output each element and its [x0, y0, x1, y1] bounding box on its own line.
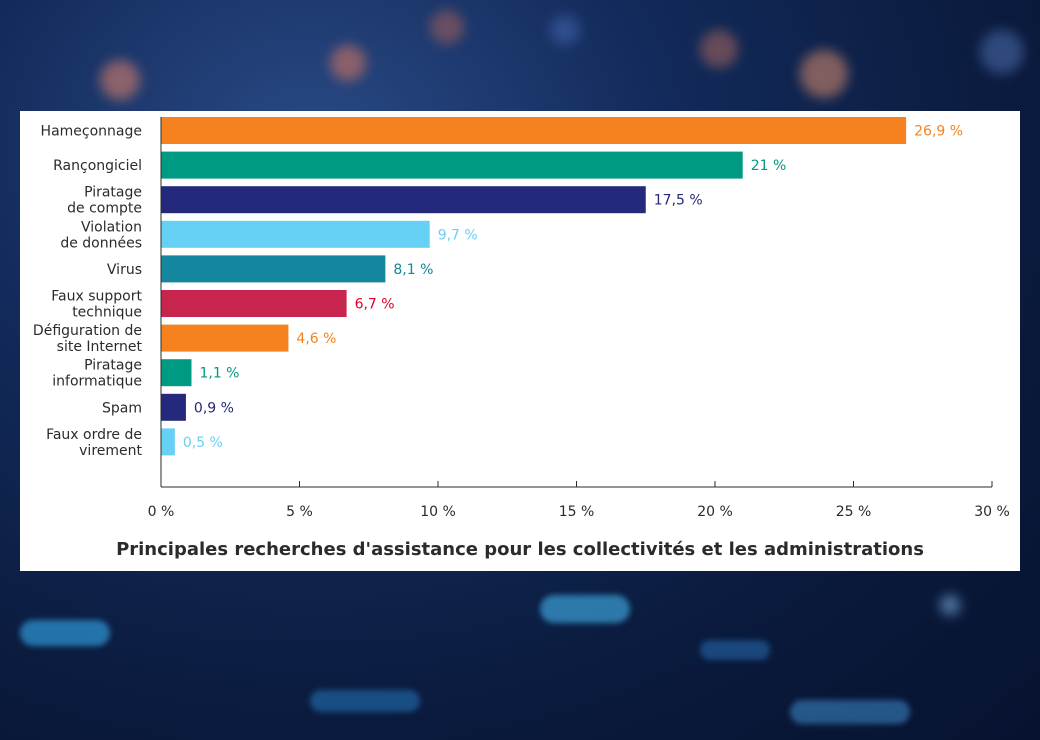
- category-label: Faux support technique: [51, 289, 142, 321]
- bar: [161, 359, 192, 387]
- category-label: Virus: [107, 262, 142, 278]
- bar: [161, 117, 907, 144]
- value-label: 17,5 %: [654, 193, 703, 209]
- bar: [161, 255, 386, 283]
- bar: [161, 186, 646, 214]
- value-label: 1,1 %: [199, 366, 239, 382]
- bar-chart: Hameçonnage 26,9 % Rançongiciel 21 % Piratag…: [33, 117, 1010, 520]
- category-label: Faux ordre de virement: [46, 427, 142, 459]
- bar: [161, 393, 186, 421]
- bars-layer: Hameçonnage 26,9 % Rançongiciel 21 % Piratag…: [33, 117, 963, 459]
- bar: [161, 324, 289, 352]
- bar: [161, 428, 175, 456]
- value-label: 8,1 %: [393, 262, 433, 278]
- x-tick-label: 10 %: [420, 504, 456, 520]
- chart-card: Hameçonnage 26,9 % Rançongiciel 21 % Piratag…: [20, 111, 1020, 571]
- value-label: 4,6 %: [296, 331, 336, 347]
- category-label: Piratage informatique: [52, 358, 142, 390]
- value-label: 26,9 %: [914, 124, 963, 140]
- chart-title: Principales recherches d'assistance pour…: [116, 539, 924, 560]
- category-label: Piratage de compte: [67, 185, 142, 217]
- bar: [161, 151, 743, 179]
- value-label: 21 %: [751, 158, 787, 174]
- value-label: 0,9 %: [194, 400, 234, 416]
- x-axis: 0 % 5 % 10 % 15 % 20 % 25 % 30 %: [148, 117, 1010, 520]
- category-label: Défiguration de site Internet: [33, 323, 143, 355]
- x-tick-label: 20 %: [697, 504, 733, 520]
- x-tick-label: 25 %: [836, 504, 872, 520]
- x-tick-label: 5 %: [286, 504, 313, 520]
- value-label: 9,7 %: [438, 227, 478, 243]
- x-tick-label: 0 %: [148, 504, 175, 520]
- bar: [161, 220, 430, 248]
- category-label: Rançongiciel: [53, 158, 142, 174]
- bar: [161, 290, 347, 317]
- category-label: Spam: [102, 400, 142, 416]
- x-tick-label: 15 %: [559, 504, 595, 520]
- value-label: 0,5 %: [183, 435, 223, 451]
- category-label: Violation de données: [60, 219, 142, 251]
- value-label: 6,7 %: [355, 297, 395, 313]
- category-label: Hameçonnage: [41, 124, 142, 140]
- x-tick-label: 30 %: [974, 504, 1010, 520]
